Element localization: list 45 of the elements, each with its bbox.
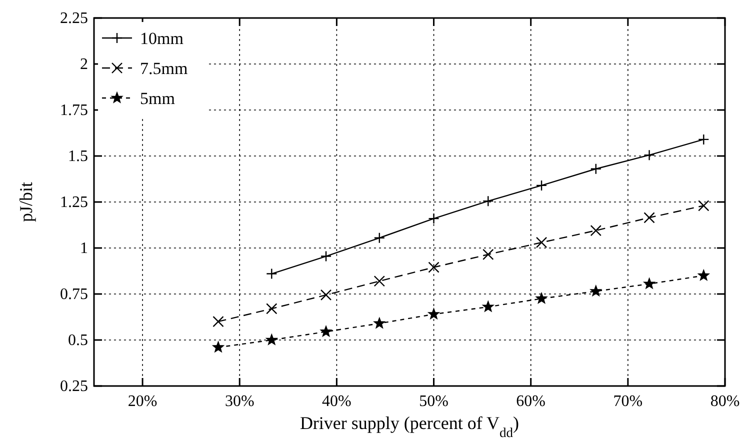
point	[212, 316, 224, 328]
y-tick-label: 0.25	[60, 378, 88, 395]
x-tick-label: 50%	[419, 393, 448, 410]
x-tick-label: 70%	[613, 393, 643, 410]
point	[482, 248, 494, 260]
point	[536, 236, 548, 248]
x-axis-title: Driver supply (percent of V$_{dd}$)	[300, 413, 520, 440]
legend-label: 7.5mm	[140, 59, 188, 78]
x-tick-label: 60%	[516, 393, 546, 410]
point	[644, 278, 655, 289]
x-tick-label: 20%	[128, 393, 158, 410]
point	[428, 308, 440, 319]
point	[428, 262, 440, 273]
y-tick-label: 1.75	[60, 102, 88, 119]
x-tick-label: 30%	[224, 393, 254, 410]
point	[536, 180, 548, 192]
point	[644, 212, 655, 224]
legend-label: 10mm	[140, 29, 184, 48]
point	[590, 224, 602, 236]
y-axis-title: pJ/bit	[16, 182, 36, 222]
x-tick-label: 40%	[322, 393, 352, 410]
point	[320, 326, 332, 336]
point	[482, 301, 494, 312]
point	[320, 250, 332, 262]
y-tick-label: 1	[80, 240, 88, 257]
y-tick-label: 2.25	[60, 10, 88, 27]
point	[266, 303, 278, 314]
point	[374, 318, 385, 328]
y-tick-label: 1.5	[68, 148, 88, 165]
point	[266, 334, 278, 345]
point	[320, 289, 332, 301]
y-tick-label: 2	[80, 56, 88, 73]
point	[590, 286, 602, 296]
point	[698, 134, 710, 146]
point	[536, 293, 547, 304]
point	[374, 276, 386, 287]
y-tick-label: 1.25	[60, 194, 88, 211]
point	[266, 268, 278, 280]
legend-label: 5mm	[140, 89, 175, 108]
point	[212, 342, 224, 352]
y-tick-label: 0.75	[60, 286, 88, 303]
point	[698, 200, 710, 212]
point	[698, 270, 709, 280]
y-tick-label: 0.5	[68, 332, 88, 349]
x-tick-label: 80%	[710, 393, 740, 410]
